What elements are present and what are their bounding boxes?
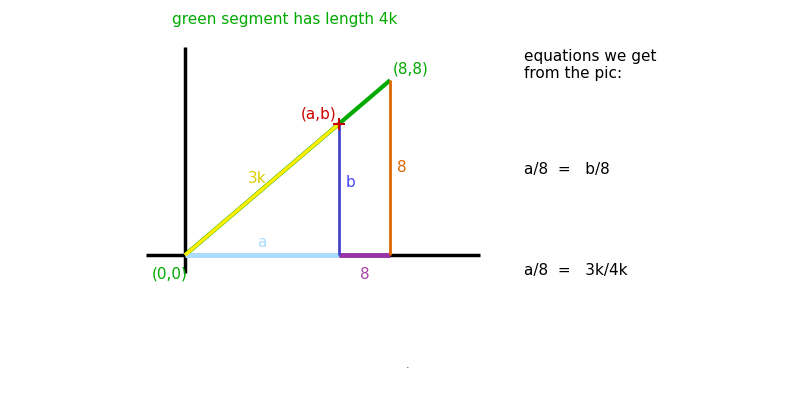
Text: 3k: 3k	[247, 171, 266, 186]
Text: (a,b): (a,b)	[300, 107, 336, 122]
Text: a: a	[257, 234, 266, 249]
Text: 8: 8	[360, 267, 370, 282]
Text: (8,8): (8,8)	[393, 62, 429, 77]
Text: a/8  =   b/8: a/8 = b/8	[524, 162, 610, 177]
Text: 8: 8	[397, 160, 406, 175]
Text: (0,0): (0,0)	[151, 266, 187, 281]
Text: green segment has length 4k: green segment has length 4k	[172, 12, 398, 27]
Text: b: b	[346, 175, 355, 190]
Text: a/8  =   3k/4k: a/8 = 3k/4k	[524, 263, 627, 278]
Text: equations we get
from the pic:: equations we get from the pic:	[524, 49, 657, 81]
Text: .: .	[406, 360, 410, 369]
